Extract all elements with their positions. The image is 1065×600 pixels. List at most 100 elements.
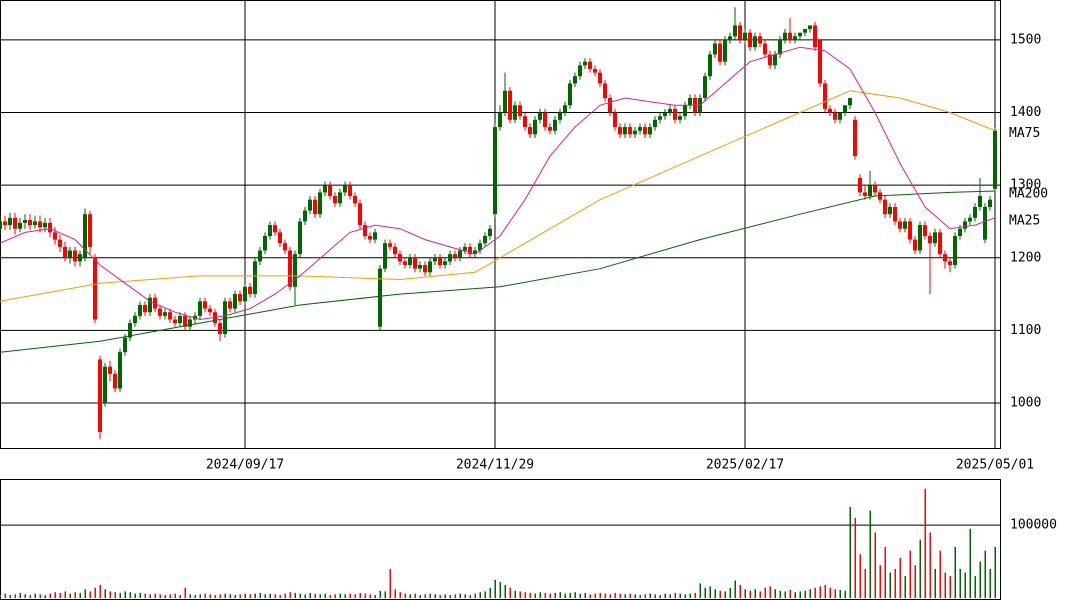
candle-body	[933, 232, 937, 244]
candle-body	[798, 32, 802, 37]
volume-bar	[379, 590, 381, 598]
volume-bar	[239, 594, 241, 598]
volume-bar	[359, 592, 361, 598]
volume-bar	[159, 594, 161, 598]
volume-bar	[434, 594, 436, 598]
candle-body	[898, 221, 902, 229]
candle-body	[518, 105, 522, 117]
x-tick-label: 2024/11/29	[456, 458, 534, 473]
candle-body	[403, 261, 407, 266]
volume-bar	[454, 594, 456, 598]
volume-bar	[744, 589, 746, 598]
candle-body	[398, 254, 402, 262]
candle-body	[983, 206, 987, 240]
x-tick-label: 2025/02/17	[706, 458, 784, 473]
volume-bar	[929, 532, 931, 598]
candle-body	[713, 43, 717, 55]
volume-bar	[479, 592, 481, 598]
volume-bar	[989, 568, 991, 598]
volume-bar	[579, 593, 581, 598]
volume-bar	[449, 595, 451, 598]
candle-body	[648, 127, 652, 135]
candle-body	[858, 177, 862, 193]
candle-body	[38, 221, 42, 228]
volume-bar	[69, 593, 71, 598]
volume-bar	[89, 591, 91, 598]
candle-body	[368, 235, 372, 240]
volume-bar	[694, 592, 696, 598]
volume-bar	[119, 592, 121, 598]
candle-body	[3, 221, 7, 226]
volume-bar	[704, 587, 706, 598]
volume-bar	[194, 595, 196, 598]
candle-body	[48, 222, 52, 233]
candle-body	[33, 221, 37, 226]
volume-bar	[924, 488, 926, 598]
volume-bar	[979, 561, 981, 598]
moving-average-line	[0, 46, 996, 321]
candle-body	[578, 65, 582, 77]
candle-body	[138, 304, 142, 316]
volume-bar	[229, 594, 231, 598]
candle-body	[283, 243, 287, 251]
volume-bar	[509, 587, 511, 598]
volume-bar	[834, 589, 836, 598]
volume-bar	[489, 587, 491, 598]
volume-bar	[169, 594, 171, 598]
candle-body	[63, 246, 67, 258]
volume-bar	[659, 595, 661, 598]
candle-body	[378, 268, 382, 327]
candle-body	[148, 297, 152, 313]
candle-body	[888, 206, 892, 215]
volume-bar	[879, 565, 881, 598]
volume-bar	[14, 594, 16, 598]
candle-body	[773, 54, 777, 66]
candle-body	[443, 261, 447, 266]
candle-body	[168, 312, 172, 320]
volume-bar	[769, 586, 771, 598]
candle-body	[848, 98, 852, 106]
candle-body	[133, 315, 137, 324]
volume-bar	[609, 594, 611, 598]
candle-body	[538, 112, 542, 120]
volume-bar	[444, 594, 446, 598]
candle-body	[248, 286, 252, 295]
y-tick-label: 100000	[1010, 518, 1057, 533]
volume-bar	[54, 592, 56, 598]
candle-body	[703, 76, 707, 99]
volume-bar	[849, 506, 851, 598]
ma-label: MA75	[1009, 126, 1040, 141]
candle-body	[273, 225, 277, 233]
volume-bar	[749, 590, 751, 598]
volume-bar	[279, 595, 281, 598]
candle-body	[488, 228, 492, 236]
candle-body	[793, 36, 797, 40]
volume-bar	[649, 593, 651, 598]
volume-bar	[754, 589, 756, 598]
x-tick-label: 2025/05/01	[956, 458, 1034, 473]
volume-bar	[594, 593, 596, 598]
candle-body	[388, 243, 392, 247]
volume-bar	[29, 595, 31, 598]
volume-bar	[564, 593, 566, 598]
volume-bar	[619, 593, 621, 598]
volume-bar	[954, 547, 956, 598]
candle-body	[318, 192, 322, 215]
candle-body	[928, 235, 932, 244]
candle-body	[208, 308, 212, 313]
volume-bar	[34, 593, 36, 598]
candle-body	[158, 308, 162, 316]
candle-body	[243, 286, 247, 302]
volume-bar	[339, 593, 341, 598]
candle-body	[53, 232, 57, 240]
candle-body	[633, 130, 637, 135]
volume-bar	[64, 591, 66, 598]
candle-body	[598, 72, 602, 84]
volume-bar	[334, 594, 336, 598]
volume-bar	[304, 594, 306, 598]
volume-bar	[174, 593, 176, 598]
volume-bar	[249, 594, 251, 598]
candle-body	[68, 250, 72, 258]
candle-body	[593, 68, 597, 73]
